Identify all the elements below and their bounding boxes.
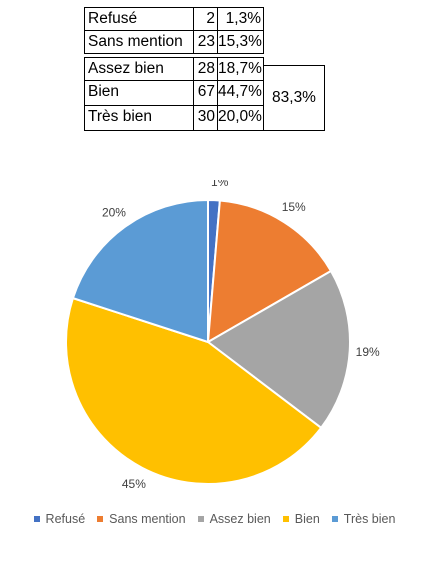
table-cell-label: Sans mention xyxy=(84,30,194,54)
legend-item: Refusé xyxy=(33,512,86,526)
table-cell-percent: 1,3% xyxy=(217,7,264,31)
table-cell-count: 2 xyxy=(193,7,218,31)
legend-swatch-icon xyxy=(282,516,289,522)
table-cell-label: Très bien xyxy=(84,105,194,131)
results-table: Refusé 2 1,3% Sans mention 23 15,3% Asse… xyxy=(84,7,325,131)
legend-label: Très bien xyxy=(343,512,396,526)
pie-slice-3 xyxy=(207,270,351,429)
table-cell-percent: 44,7% xyxy=(217,80,264,106)
pie-data-label: 19% xyxy=(356,345,380,359)
legend-swatch-icon xyxy=(197,516,204,522)
pie-slice-2 xyxy=(207,199,332,343)
table-cell-count: 67 xyxy=(193,80,218,106)
legend-label: Assez bien xyxy=(209,512,271,526)
table-cell-count: 28 xyxy=(193,57,218,81)
legend-label: Bien xyxy=(294,512,320,526)
table-cell-count: 30 xyxy=(193,105,218,131)
table-cell-label: Bien xyxy=(84,80,194,106)
pie-slice-5 xyxy=(71,199,209,343)
table-cell-percent: 18,7% xyxy=(217,57,264,81)
legend-label: Refusé xyxy=(45,512,86,526)
legend-item: Bien xyxy=(282,512,320,526)
pie-chart: 1% 15% 19% 45% 20% xyxy=(65,180,380,491)
legend-swatch-icon xyxy=(97,516,104,522)
pie-data-label: 45% xyxy=(122,477,146,491)
table-cell-label: Refusé xyxy=(84,7,194,31)
table-cell-percent: 20,0% xyxy=(217,105,264,131)
legend-swatch-icon xyxy=(331,516,338,522)
pie-slice-4 xyxy=(65,297,323,485)
chart-legend: Refusé Sans mention Assez bien Bien Très bie… xyxy=(0,510,429,528)
pie-data-label: 20% xyxy=(102,206,126,220)
legend-item: Très bien xyxy=(331,512,396,526)
pie-data-label: 1% xyxy=(211,180,229,189)
legend-item: Assez bien xyxy=(197,512,271,526)
table-cell-group-total: 83,3% xyxy=(263,65,325,131)
legend-item: Sans mention xyxy=(97,512,186,526)
legend-swatch-icon xyxy=(33,516,40,522)
legend-label: Sans mention xyxy=(109,512,186,526)
table-cell-count: 23 xyxy=(193,30,218,54)
table-cell-label: Assez bien xyxy=(84,57,194,81)
pie-data-label: 15% xyxy=(282,200,306,214)
table-cell-percent: 15,3% xyxy=(217,30,264,54)
